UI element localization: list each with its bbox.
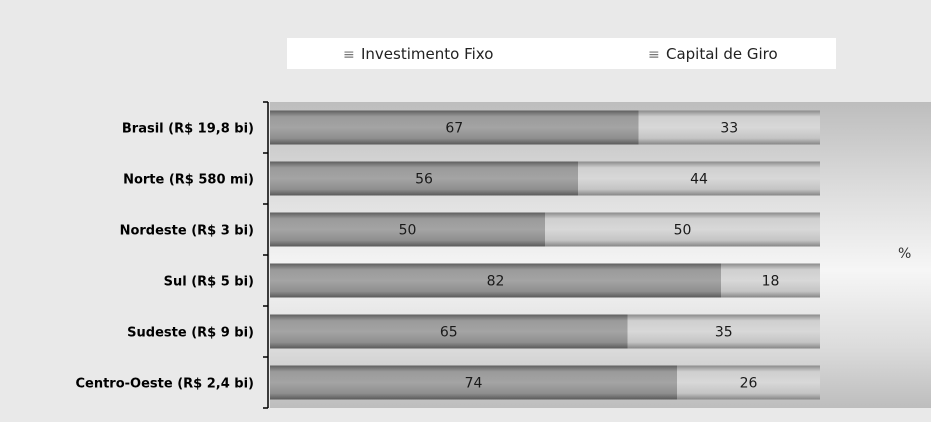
bar-segment [677, 365, 820, 400]
bar-segment [270, 314, 628, 349]
category-label: Centro-Oeste (R$ 2,4 bi) [75, 377, 254, 392]
bar-segment [270, 110, 639, 145]
legend-label-investimento: Investimento Fixo [361, 45, 493, 63]
bar-segment [627, 314, 820, 349]
data-label: 50 [674, 223, 692, 239]
category-label: Nordeste (R$ 3 bi) [120, 224, 254, 239]
data-label: 26 [740, 376, 758, 392]
data-label: 50 [399, 223, 417, 239]
data-labels: 67 33 56 44 50 50 82 18 65 35 74 26 [399, 121, 780, 392]
bar-segment [638, 110, 820, 145]
bar-segment [270, 365, 677, 400]
category-label: Sul (R$ 5 bi) [164, 275, 254, 290]
bar-segment [578, 161, 820, 196]
data-label: 56 [415, 172, 433, 188]
legend-box [287, 38, 836, 69]
data-label: 44 [690, 172, 708, 188]
category-label: Sudeste (R$ 9 bi) [127, 326, 254, 341]
data-label: 18 [762, 274, 780, 290]
data-label: 82 [487, 274, 505, 290]
bar-segment [270, 263, 721, 298]
data-label: 67 [445, 121, 463, 137]
plot-background [270, 102, 931, 408]
bars [270, 110, 820, 400]
legend-marker-capital: ≡ [648, 47, 660, 63]
category-label: Norte (R$ 580 mi) [123, 173, 254, 188]
category-axis-ticks [263, 101, 268, 409]
category-labels: Brasil (R$ 19,8 bi) Norte (R$ 580 mi) Nord… [75, 122, 254, 392]
category-label: Brasil (R$ 19,8 bi) [122, 122, 254, 137]
data-label: 33 [720, 121, 738, 137]
bar-segment [721, 263, 820, 298]
data-label: 35 [715, 325, 733, 341]
legend-label-capital: Capital de Giro [666, 45, 778, 63]
bar-segment [270, 161, 578, 196]
data-label: 74 [465, 376, 483, 392]
legend: ≡ Investimento Fixo ≡ Capital de Giro [343, 45, 778, 63]
bar-segment [270, 212, 545, 247]
bar-segment [545, 212, 820, 247]
legend-marker-investimento: ≡ [343, 47, 355, 63]
data-label: 65 [440, 325, 458, 341]
unit-label: % [898, 246, 911, 262]
